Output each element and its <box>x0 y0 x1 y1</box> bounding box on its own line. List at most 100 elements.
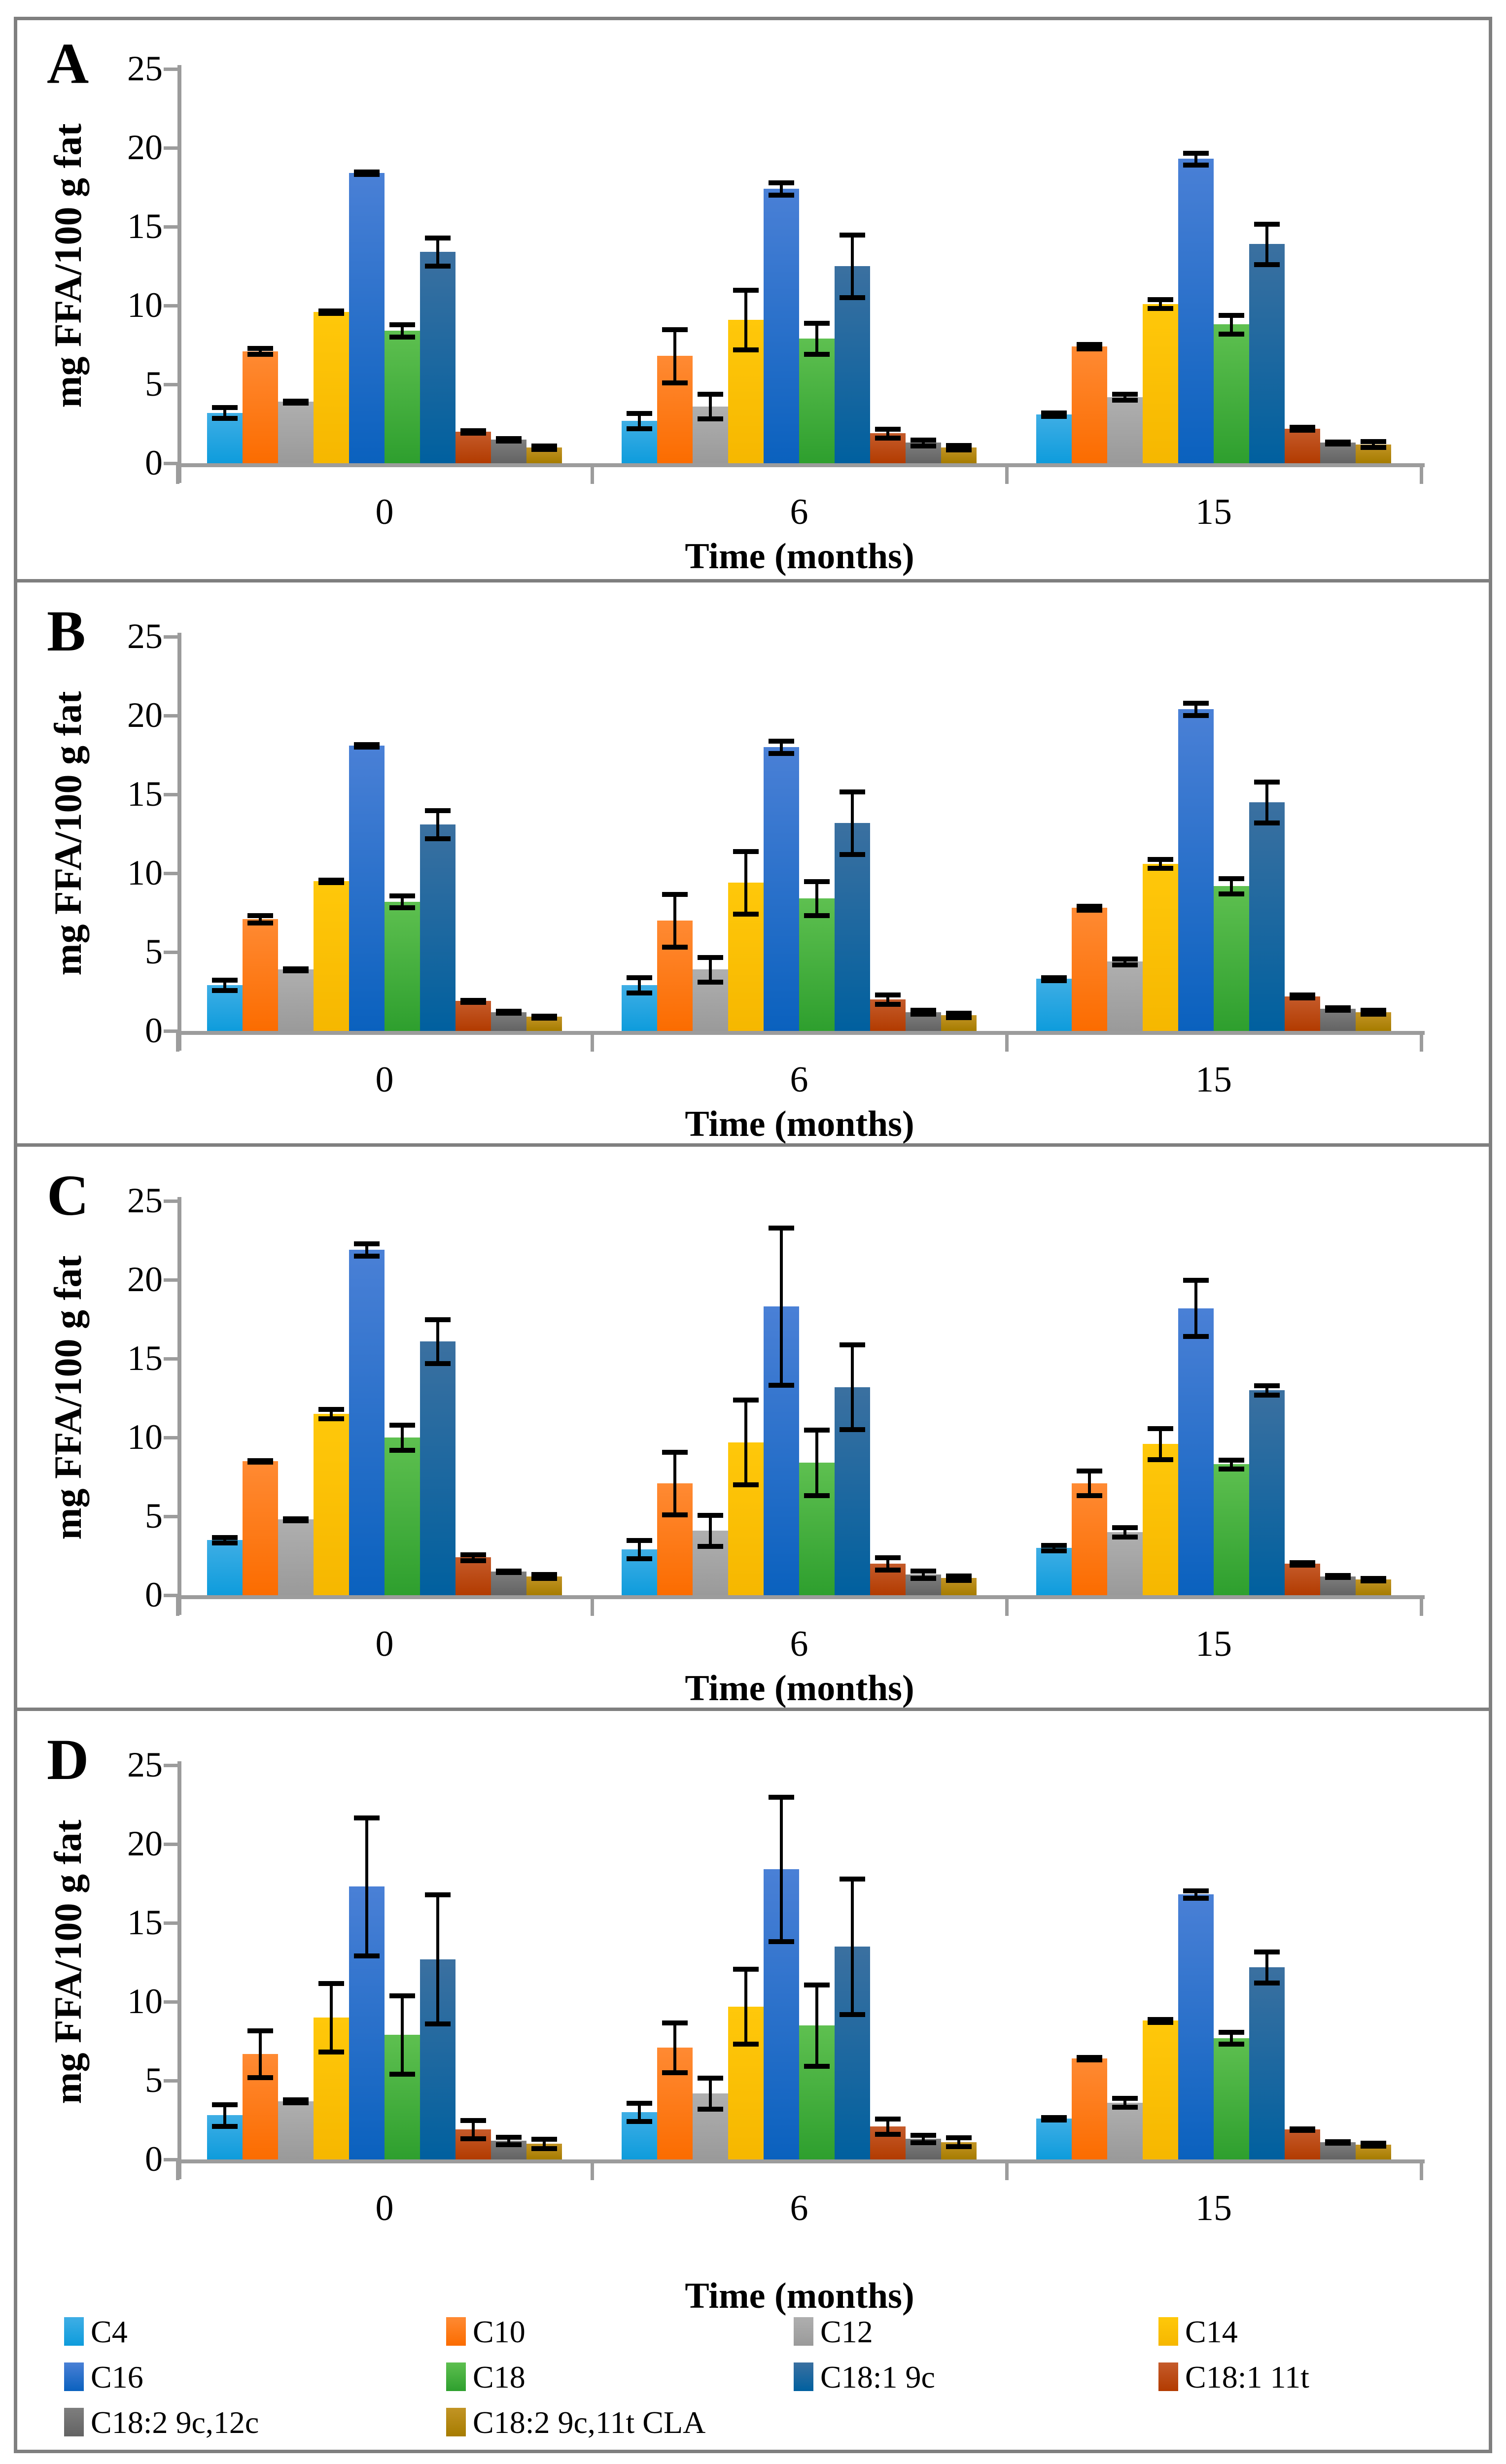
bar-C16-month0 <box>349 1250 385 1595</box>
error-bar-whisker <box>365 1817 368 1956</box>
panel-letter: C <box>47 1163 89 1228</box>
error-bar-cap-top <box>1041 975 1067 981</box>
y-tick <box>164 1764 177 1767</box>
error-bar-whisker <box>709 1514 712 1546</box>
error-bar-cap-bottom <box>1183 163 1209 168</box>
error-bar-cap-top <box>733 1398 759 1403</box>
bar-C10-month15 <box>1072 346 1107 463</box>
y-tick <box>164 68 177 71</box>
x-axis-line <box>177 2159 1425 2163</box>
error-bar-cap-bottom <box>1148 306 1173 311</box>
bar-C18:1 11t-month0 <box>455 1001 491 1031</box>
error-bar-whisker <box>780 1228 783 1386</box>
x-axis-line <box>177 1031 1425 1035</box>
error-bar-cap-bottom <box>946 1577 972 1583</box>
error-bar-cap-bottom <box>1361 1578 1386 1584</box>
error-bar-cap-top <box>698 2075 723 2081</box>
bar-C10-month15 <box>1072 1483 1107 1595</box>
error-bar-cap-top <box>1254 221 1280 227</box>
bar-C18:1 9c-month6 <box>835 823 870 1031</box>
y-tick <box>164 1199 177 1203</box>
x-tick <box>1005 1595 1009 1616</box>
error-bar-cap-top <box>733 849 759 855</box>
y-tick-label: 5 <box>145 364 163 404</box>
legend-swatch-C4 <box>64 2317 84 2346</box>
error-bar-cap-top <box>946 1574 972 1578</box>
x-axis-title: Time (months) <box>685 1668 914 1709</box>
bar-C16-month0 <box>349 746 385 1031</box>
error-bar-cap-bottom <box>1219 2042 1244 2047</box>
bar-C12-month15 <box>1107 1532 1143 1595</box>
bar-C18-month0 <box>385 1437 420 1595</box>
error-bar-whisker <box>886 994 889 1004</box>
error-bar-cap-top <box>389 1993 415 1999</box>
error-bar-cap-bottom <box>318 2050 344 2055</box>
error-bar-cap-bottom <box>1325 1008 1351 1013</box>
y-tick <box>164 872 177 875</box>
error-bar-cap-bottom <box>1254 820 1280 825</box>
error-bar-cap-bottom <box>662 2070 688 2075</box>
error-bar-cap-bottom <box>460 430 486 436</box>
error-bar-cap-top <box>875 426 901 432</box>
error-bar-cap-bottom <box>1041 413 1067 419</box>
bar-C4-month15 <box>1036 2119 1072 2159</box>
error-bar-cap-top <box>1183 150 1209 156</box>
error-bar-whisker <box>436 1319 439 1364</box>
error-bar-cap-top <box>318 1407 344 1412</box>
error-bar-cap-top <box>1077 2055 1102 2060</box>
error-bar-cap-bottom <box>1290 1563 1315 1568</box>
error-bar-cap-bottom <box>425 836 451 841</box>
bar-C18:1 11t-month15 <box>1285 429 1320 463</box>
error-bar-cap-bottom <box>1077 908 1102 913</box>
error-bar-cap-bottom <box>1148 1457 1173 1462</box>
y-tick <box>164 951 177 954</box>
error-bar-cap-top <box>698 392 723 397</box>
x-tick <box>1005 463 1009 484</box>
error-bar-cap-bottom <box>1325 2141 1351 2146</box>
error-bar-cap-top <box>1254 780 1280 785</box>
error-bar-cap-top <box>531 1572 557 1577</box>
error-bar-cap-top <box>1325 1005 1351 1010</box>
error-bar-whisker <box>1230 878 1233 894</box>
legend-label-C18: C18 <box>473 2360 525 2395</box>
y-tick-label: 0 <box>145 2139 163 2179</box>
y-tick-label: 5 <box>145 2060 163 2100</box>
error-bar-cap-top <box>425 1317 451 1322</box>
error-bar-cap-top <box>627 975 652 981</box>
bar-C4-month15 <box>1036 1548 1072 1595</box>
error-bar-cap-bottom <box>769 751 794 756</box>
error-bar-cap-bottom <box>1148 866 1173 871</box>
x-tick <box>176 1031 179 1052</box>
error-bar-cap-bottom <box>1219 1467 1244 1472</box>
error-bar-whisker <box>815 1430 818 1496</box>
error-bar-cap-top <box>1361 439 1386 445</box>
error-bar-cap-bottom <box>1290 995 1315 1000</box>
error-bar-cap-bottom <box>946 447 972 452</box>
y-tick-label: 0 <box>145 1011 163 1050</box>
error-bar-cap-top <box>769 1226 794 1231</box>
y-tick-label: 5 <box>145 932 163 971</box>
bar-C18:1 9c-month15 <box>1249 1390 1285 1595</box>
x-axis-title: Time (months) <box>685 536 914 577</box>
legend-swatch-C18:2 9c,12c <box>64 2408 84 2436</box>
error-bar-cap-bottom <box>840 2012 865 2017</box>
error-bar-whisker <box>1194 152 1197 166</box>
error-bar-cap-top <box>1148 297 1173 303</box>
bar-C14-month15 <box>1143 864 1178 1031</box>
error-bar-cap-bottom <box>1112 1534 1138 1540</box>
error-bar-cap-bottom <box>1077 346 1102 351</box>
bar-C16-month15 <box>1178 159 1214 463</box>
error-bar-cap-bottom <box>496 1570 522 1575</box>
error-bar-cap-top <box>1219 2029 1244 2035</box>
error-bar-whisker <box>1265 1385 1268 1395</box>
legend-label-C12: C12 <box>820 2314 873 2349</box>
error-bar-cap-bottom <box>769 193 794 198</box>
bar-C12-month15 <box>1107 961 1143 1031</box>
panel-divider <box>17 1708 1489 1711</box>
legend-label-C10: C10 <box>473 2314 525 2349</box>
error-bar-cap-top <box>1183 701 1209 706</box>
error-bar-cap-top <box>1183 1888 1209 1894</box>
y-tick-label: 10 <box>127 285 163 325</box>
error-bar-cap-top <box>840 233 865 238</box>
error-bar-cap-bottom <box>283 1518 309 1523</box>
